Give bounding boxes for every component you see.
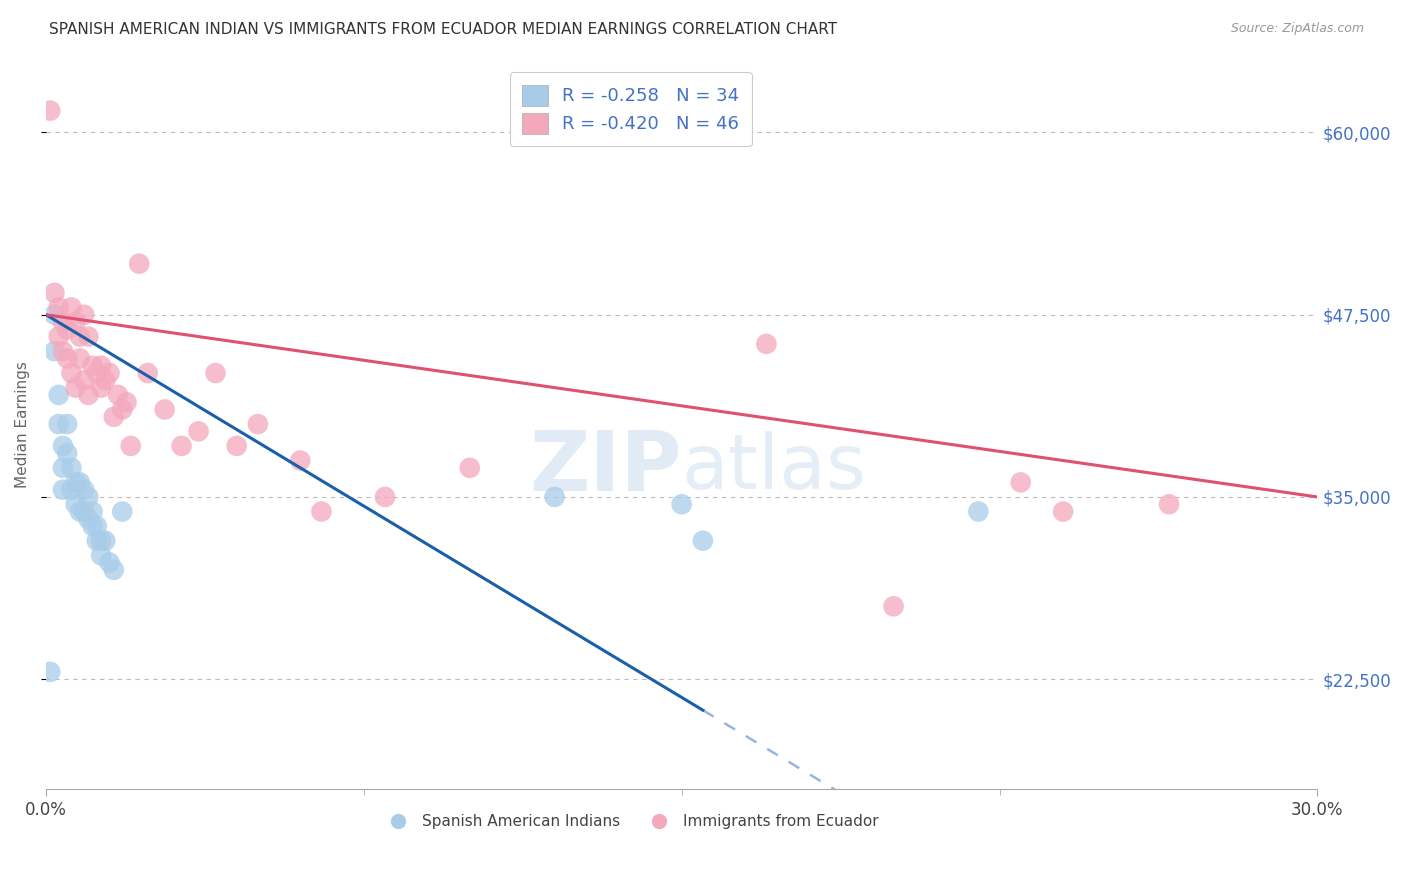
Point	[52, 460, 75, 475]
Point	[170, 439, 193, 453]
Point	[111, 402, 134, 417]
Point	[98, 556, 121, 570]
Point	[111, 504, 134, 518]
Point	[56, 351, 79, 366]
Point	[56, 417, 79, 431]
Point	[246, 417, 269, 431]
Point	[103, 563, 125, 577]
Point	[136, 366, 159, 380]
Point	[671, 497, 693, 511]
Point	[86, 519, 108, 533]
Point	[103, 409, 125, 424]
Point	[77, 388, 100, 402]
Point	[77, 329, 100, 343]
Point	[225, 439, 247, 453]
Point	[1157, 497, 1180, 511]
Point	[60, 460, 83, 475]
Point	[1052, 504, 1074, 518]
Point	[65, 475, 87, 490]
Point	[52, 439, 75, 453]
Point	[77, 490, 100, 504]
Text: ZIP: ZIP	[529, 427, 682, 508]
Point	[56, 446, 79, 460]
Point	[48, 329, 70, 343]
Point	[204, 366, 226, 380]
Point	[90, 359, 112, 373]
Point	[60, 366, 83, 380]
Point	[65, 497, 87, 511]
Point	[60, 483, 83, 497]
Point	[311, 504, 333, 518]
Text: Source: ZipAtlas.com: Source: ZipAtlas.com	[1230, 22, 1364, 36]
Point	[128, 257, 150, 271]
Point	[883, 599, 905, 614]
Point	[48, 388, 70, 402]
Point	[98, 366, 121, 380]
Point	[82, 359, 104, 373]
Point	[86, 366, 108, 380]
Point	[120, 439, 142, 453]
Point	[755, 337, 778, 351]
Point	[69, 351, 91, 366]
Point	[77, 512, 100, 526]
Point	[73, 483, 96, 497]
Point	[48, 417, 70, 431]
Point	[44, 344, 66, 359]
Text: atlas: atlas	[682, 431, 866, 505]
Point	[692, 533, 714, 548]
Point	[69, 329, 91, 343]
Point	[65, 315, 87, 329]
Point	[90, 381, 112, 395]
Point	[69, 504, 91, 518]
Point	[374, 490, 396, 504]
Point	[94, 373, 117, 387]
Legend: Spanish American Indians, Immigrants from Ecuador: Spanish American Indians, Immigrants fro…	[377, 808, 884, 836]
Point	[90, 533, 112, 548]
Point	[44, 308, 66, 322]
Point	[86, 533, 108, 548]
Point	[52, 483, 75, 497]
Point	[90, 548, 112, 562]
Point	[39, 665, 62, 679]
Point	[967, 504, 990, 518]
Point	[65, 381, 87, 395]
Point	[44, 285, 66, 300]
Point	[69, 475, 91, 490]
Point	[52, 315, 75, 329]
Point	[56, 322, 79, 336]
Point	[94, 533, 117, 548]
Point	[82, 519, 104, 533]
Point	[115, 395, 138, 409]
Point	[1010, 475, 1032, 490]
Point	[82, 504, 104, 518]
Point	[48, 301, 70, 315]
Point	[187, 425, 209, 439]
Point	[73, 504, 96, 518]
Point	[290, 453, 312, 467]
Y-axis label: Median Earnings: Median Earnings	[15, 360, 30, 488]
Point	[52, 344, 75, 359]
Point	[39, 103, 62, 118]
Point	[458, 460, 481, 475]
Point	[73, 308, 96, 322]
Point	[543, 490, 565, 504]
Text: SPANISH AMERICAN INDIAN VS IMMIGRANTS FROM ECUADOR MEDIAN EARNINGS CORRELATION C: SPANISH AMERICAN INDIAN VS IMMIGRANTS FR…	[49, 22, 838, 37]
Point	[73, 373, 96, 387]
Point	[153, 402, 176, 417]
Point	[107, 388, 129, 402]
Point	[60, 301, 83, 315]
